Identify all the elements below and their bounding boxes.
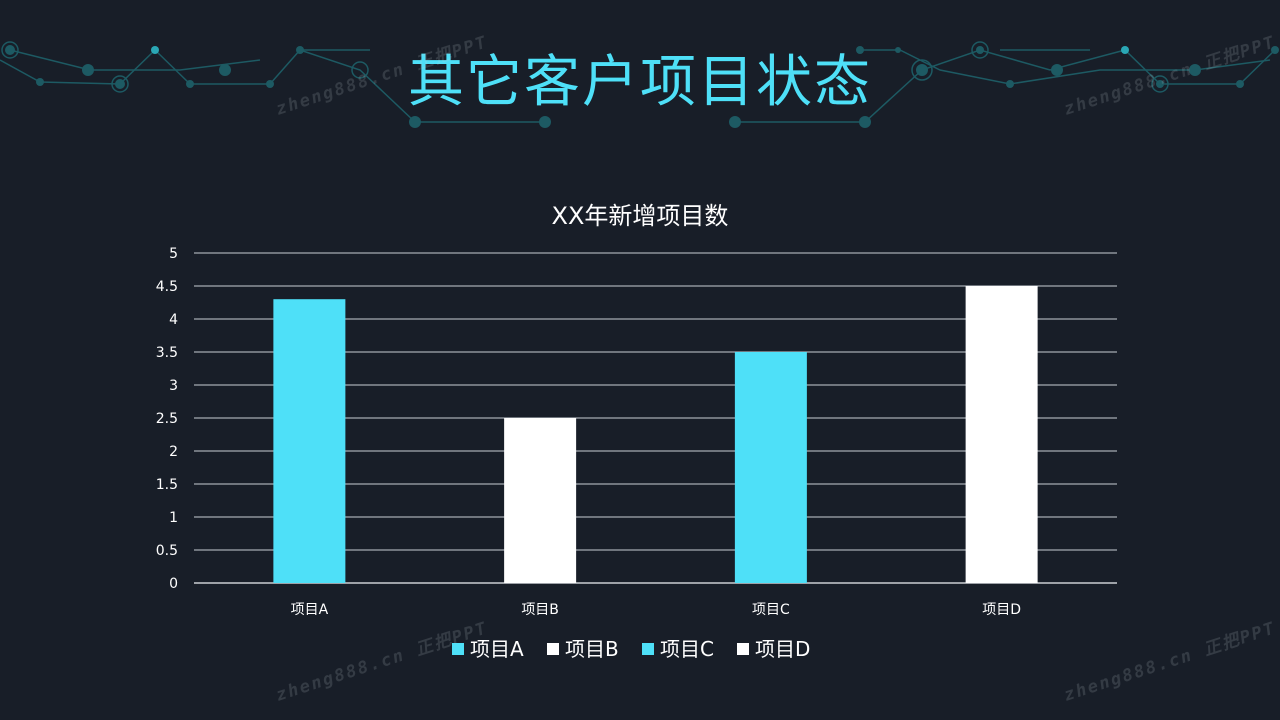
legend-label: 项目A	[470, 637, 524, 661]
gridlines	[194, 252, 1117, 584]
page-title: 其它客户项目状态	[408, 50, 872, 115]
y-tick-label: 0.5	[156, 543, 178, 559]
y-tick-label: 1.5	[156, 477, 178, 493]
y-tick-label: 4.5	[156, 279, 178, 295]
circuit-decoration	[0, 41, 1279, 128]
legend-item: 项目C	[642, 637, 714, 661]
legend-swatch	[547, 643, 559, 655]
y-tick-label: 3	[169, 378, 178, 394]
bar-2	[504, 418, 577, 583]
legend-label: 项目C	[660, 637, 714, 661]
bar-3	[734, 352, 807, 583]
x-tick-label: 项目C	[752, 602, 790, 618]
y-axis-tick-labels: 0 0.5 1 1.5 2 2.5 3 3.5 4 4.5 5	[156, 246, 178, 592]
legend-swatch	[642, 643, 654, 655]
y-tick-label: 4	[169, 312, 178, 328]
legend-item: 项目D	[737, 637, 810, 661]
legend: 项目A 项目B 项目C 项目D	[452, 637, 810, 661]
x-tick-label: 项目A	[291, 602, 329, 618]
legend-item: 项目B	[547, 637, 619, 661]
legend-label: 项目D	[755, 637, 810, 661]
bar-4	[965, 286, 1038, 583]
legend-item: 项目A	[452, 637, 524, 661]
y-tick-label: 1	[169, 510, 178, 526]
chart-title: XX年新增项目数	[552, 202, 729, 230]
y-tick-label: 3.5	[156, 345, 178, 361]
legend-label: 项目B	[565, 637, 619, 661]
y-tick-label: 0	[169, 576, 178, 592]
x-axis-tick-labels: 项目A 项目B 项目C 项目D	[291, 602, 1021, 618]
legend-swatch	[737, 643, 749, 655]
bars	[273, 286, 1038, 583]
x-tick-label: 项目D	[982, 602, 1021, 618]
y-tick-label: 2.5	[156, 411, 178, 427]
y-tick-label: 2	[169, 444, 178, 460]
legend-swatch	[452, 643, 464, 655]
bar-1	[273, 299, 346, 583]
x-tick-label: 项目B	[521, 602, 559, 618]
y-tick-label: 5	[169, 246, 178, 262]
